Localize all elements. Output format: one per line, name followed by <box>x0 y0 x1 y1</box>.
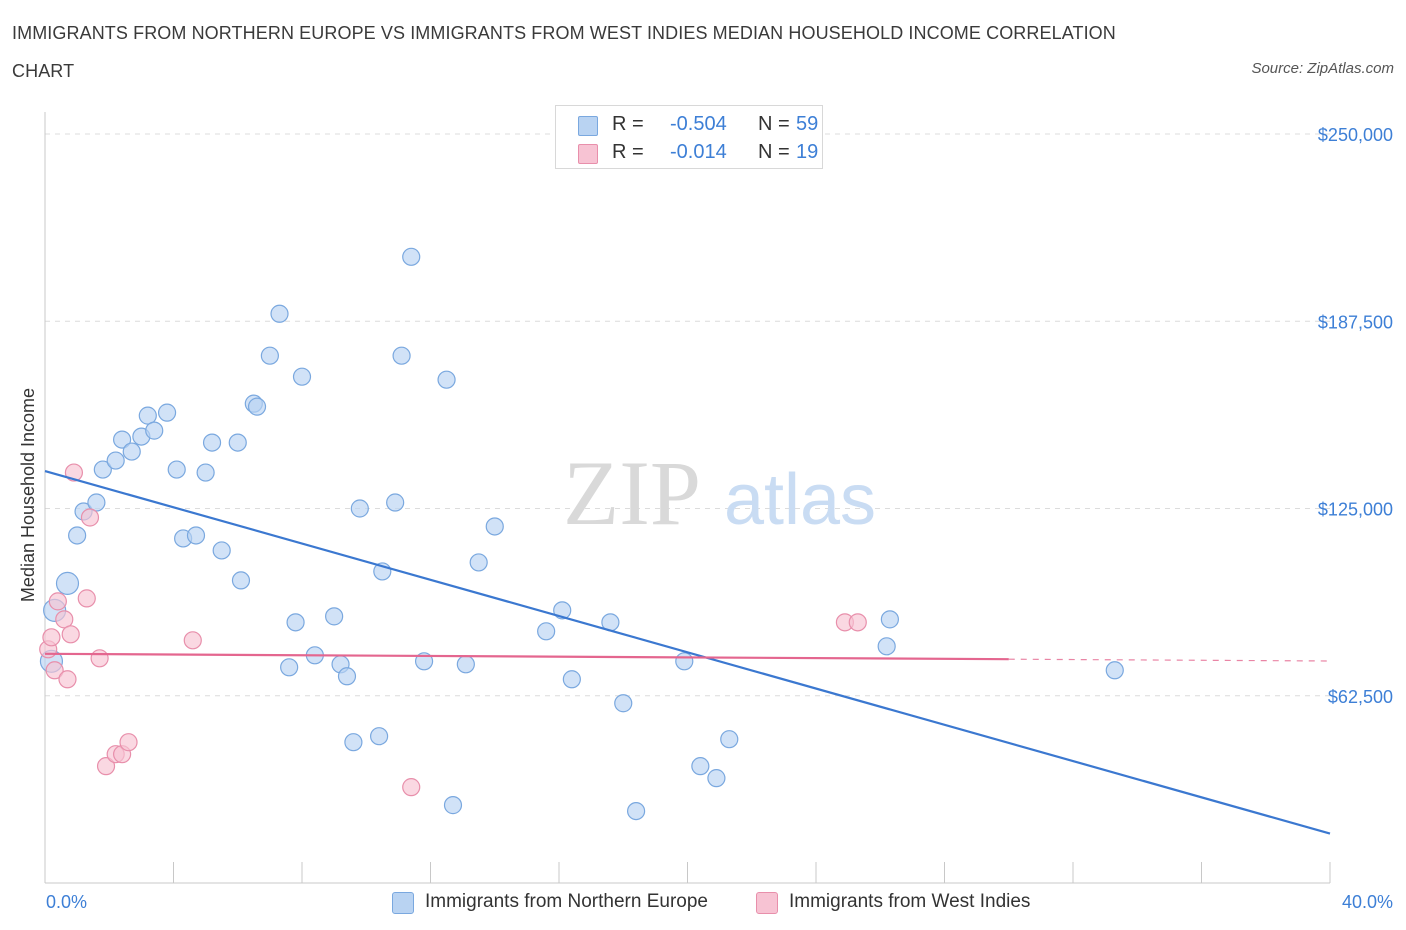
west-indies-point <box>55 610 74 629</box>
northern-europe-point <box>68 526 87 545</box>
points-layer <box>39 247 1124 821</box>
northern-europe-point <box>202 433 222 452</box>
northern-europe-point <box>231 571 251 590</box>
northern-europe-point <box>260 346 279 365</box>
legend-r-value: -0.014 <box>670 141 727 163</box>
northern-europe-point <box>122 442 141 461</box>
northern-europe-point <box>720 730 739 749</box>
northern-europe-point <box>325 607 344 626</box>
watermark-zip: ZIP <box>563 442 701 544</box>
west-indies-point <box>77 589 96 608</box>
northern-europe-point <box>112 430 132 449</box>
northern-europe-point <box>437 370 456 389</box>
northern-europe-point <box>138 406 157 425</box>
northern-europe-point <box>93 460 112 479</box>
chart-title: IMMIGRANTS FROM NORTHERN EUROPE VS IMMIG… <box>12 23 1116 81</box>
y-tick-label: $187,500 <box>1318 312 1393 332</box>
watermark: ZIP atlas <box>563 442 876 544</box>
northern-europe-point <box>157 403 177 422</box>
northern-europe-point <box>228 433 247 452</box>
legend-swatch-blue <box>578 116 598 136</box>
legend-r-label: R = <box>612 141 644 163</box>
northern-europe-point <box>280 658 299 677</box>
legend-n-value: 19 <box>796 141 819 163</box>
legend-n-label: N = <box>758 141 790 163</box>
northern-europe-point <box>691 757 710 776</box>
legend-n-value: 59 <box>796 113 819 135</box>
legend-swatch-pink <box>756 892 778 914</box>
northern-europe-point <box>469 553 488 572</box>
northern-europe-point <box>402 247 421 266</box>
northern-europe-point <box>196 463 215 482</box>
northern-europe-point <box>87 493 106 512</box>
northern-europe-point <box>553 601 572 620</box>
legend-label-west-indies: Immigrants from West Indies <box>789 891 1031 912</box>
northern-europe-point <box>675 652 694 671</box>
west-indies-point <box>48 592 67 611</box>
west-indies-point <box>119 733 138 752</box>
west-indies-point <box>402 778 421 797</box>
west-indies-point <box>64 463 84 482</box>
y-tick-label: $250,000 <box>1318 125 1393 145</box>
watermark-atlas: atlas <box>724 460 876 540</box>
northern-europe-point <box>626 801 646 821</box>
northern-europe-point <box>344 733 363 752</box>
y-tick-label: $62,500 <box>1328 687 1393 707</box>
northern-europe-point <box>562 670 581 689</box>
northern-europe-point <box>292 367 312 386</box>
northern-europe-point <box>456 655 475 674</box>
northern-europe-point <box>877 637 896 656</box>
y-tick-labels: $62,500 $125,000 $187,500 $250,000 <box>1318 125 1393 707</box>
northern-europe-point <box>286 613 305 632</box>
northern-europe-point <box>106 451 125 470</box>
northern-europe-point <box>247 397 267 416</box>
west-indies-point <box>42 628 61 647</box>
west-indies-point <box>90 649 109 668</box>
northern-europe-point <box>443 796 463 815</box>
northern-europe-point <box>55 571 80 596</box>
legend-swatch-pink <box>578 144 598 164</box>
axis-layer <box>44 112 1331 884</box>
northern-europe-point <box>145 421 164 440</box>
west-indies-point <box>80 508 100 527</box>
legend-swatch-blue <box>392 892 414 914</box>
northern-europe-point <box>370 727 389 746</box>
northern-europe-point <box>386 493 405 512</box>
northern-europe-point <box>880 610 899 629</box>
west-indies-trendline-extension <box>1008 658 1331 662</box>
legend-n-label: N = <box>758 113 790 135</box>
y-axis-label: Median Household Income <box>18 388 38 602</box>
legend-r-value: -0.504 <box>670 113 727 135</box>
northern-europe-point <box>212 541 231 560</box>
legend-label-northern-europe: Immigrants from Northern Europe <box>425 891 708 912</box>
northern-europe-point <box>270 304 289 323</box>
northern-europe-point <box>1105 661 1124 680</box>
northern-europe-point <box>392 346 411 365</box>
northern-europe-point <box>186 526 206 545</box>
northern-europe-point <box>485 517 504 536</box>
x-tick-label-max: 40.0% <box>1342 892 1393 912</box>
legend-r-label: R = <box>612 113 644 135</box>
grid-layer <box>45 133 1330 697</box>
source-label: Source: ZipAtlas.com <box>1251 60 1394 77</box>
y-tick-label: $125,000 <box>1318 500 1393 520</box>
northern-europe-point <box>614 694 633 713</box>
northern-europe-point <box>337 667 357 686</box>
northern-europe-trendline <box>44 469 1331 835</box>
northern-europe-point <box>537 622 556 641</box>
x-tick-label-min: 0.0% <box>46 892 87 912</box>
west-indies-point <box>58 670 77 689</box>
trend-layer <box>44 469 1331 835</box>
west-indies-point <box>183 631 202 650</box>
correlation-legend: R = -0.504 N = 59 R = -0.014 N = 19 <box>555 105 823 169</box>
west-indies-point <box>45 661 64 680</box>
northern-europe-point <box>707 769 726 788</box>
west-indies-point <box>96 757 116 776</box>
northern-europe-point <box>350 499 369 518</box>
west-indies-point <box>61 625 80 644</box>
west-indies-point <box>848 613 867 632</box>
west-indies-trendline <box>44 652 1009 661</box>
northern-europe-point <box>167 460 186 479</box>
